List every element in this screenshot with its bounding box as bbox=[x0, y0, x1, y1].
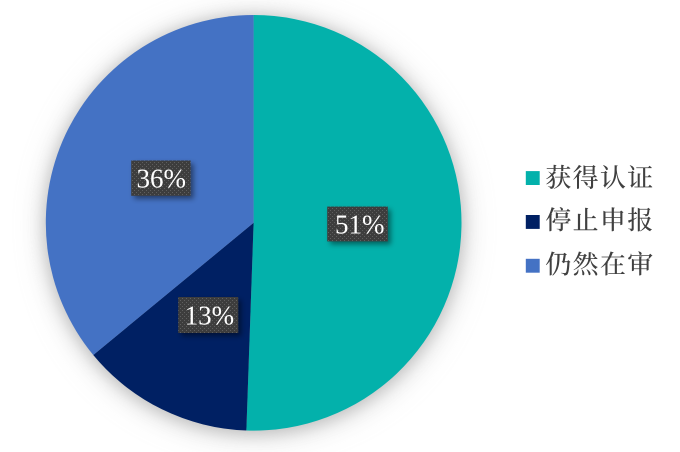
svg-text:13%: 13% bbox=[185, 301, 235, 331]
svg-text:36%: 36% bbox=[136, 164, 186, 194]
svg-text:51%: 51% bbox=[335, 210, 385, 240]
